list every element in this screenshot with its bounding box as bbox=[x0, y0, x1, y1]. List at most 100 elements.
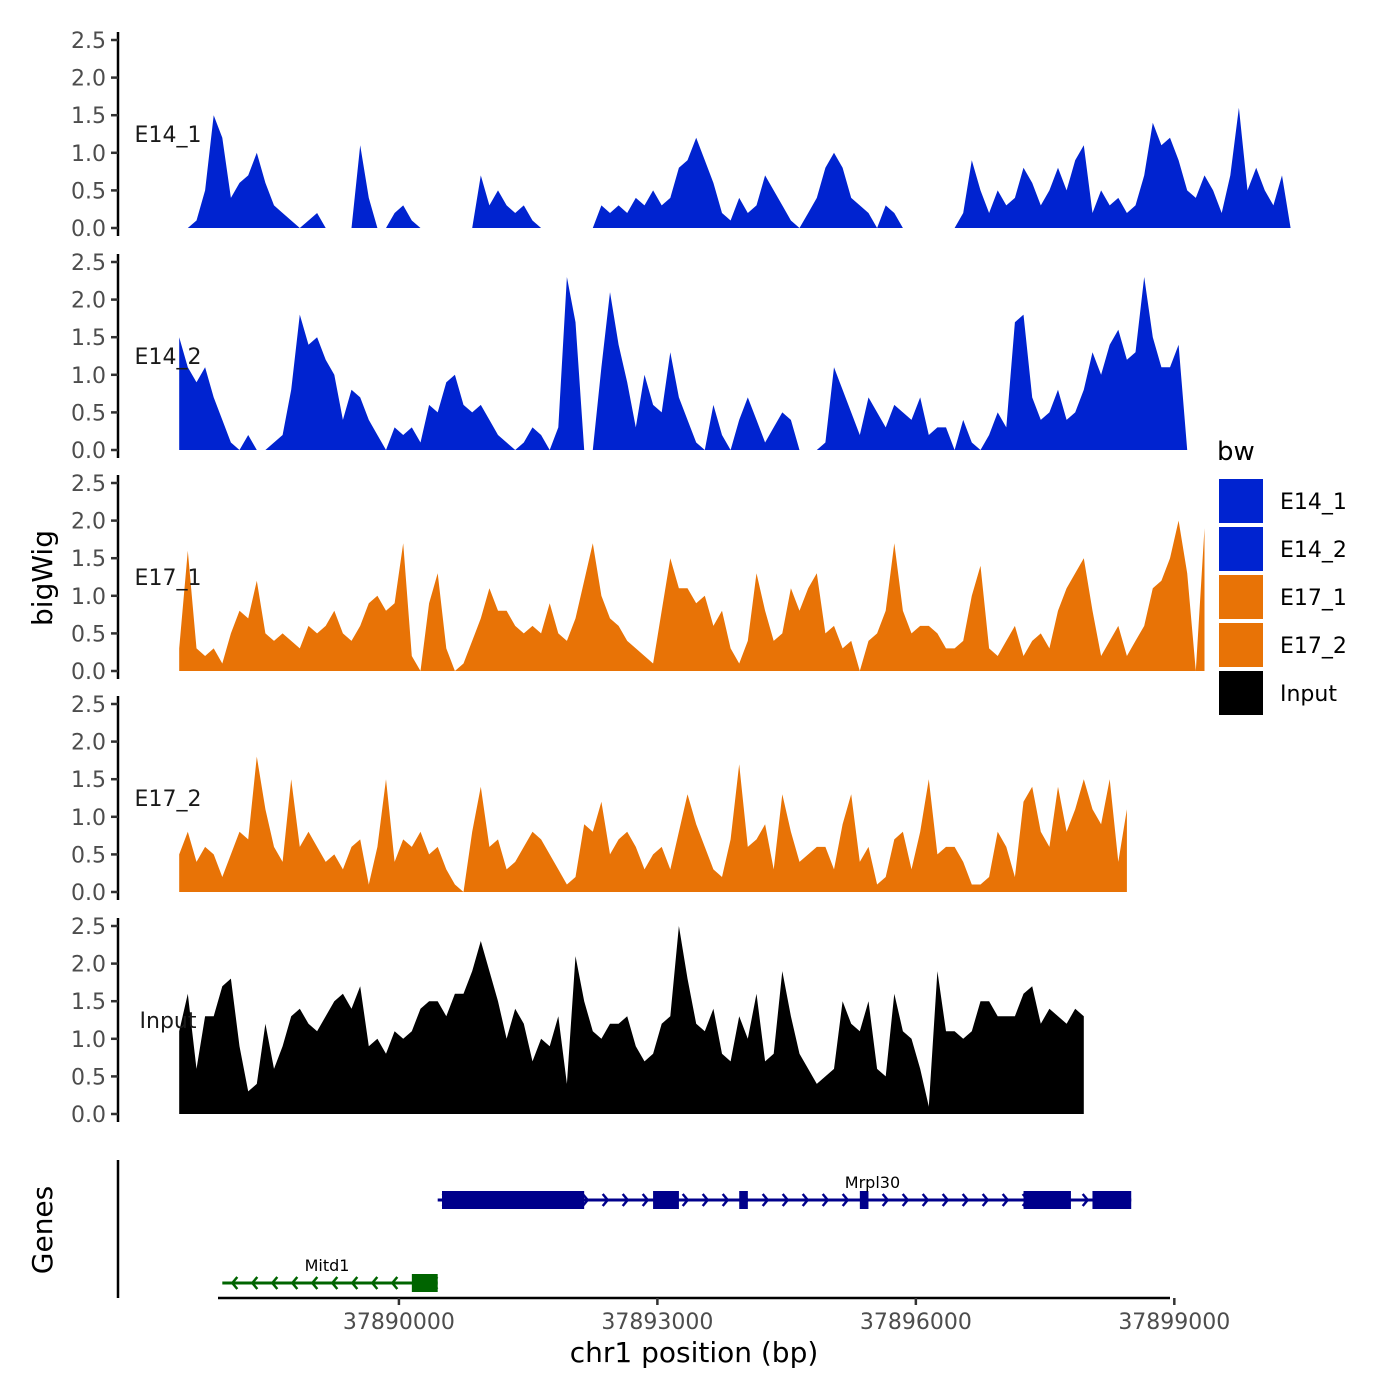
exon bbox=[653, 1191, 679, 1209]
legend-item-e17-2: E17_2 bbox=[1219, 623, 1347, 667]
y-tick-label: 2.5 bbox=[71, 251, 106, 276]
strand-arrow bbox=[901, 1193, 910, 1207]
strand-arrow bbox=[681, 1193, 690, 1207]
track-label: E14_1 bbox=[135, 123, 202, 148]
strand-arrow bbox=[821, 1193, 830, 1207]
gene-name: Mitd1 bbox=[305, 1256, 350, 1275]
y-tick-label: 0.0 bbox=[71, 217, 106, 242]
track-input: 0.0 0.5 1.0 1.5 2.0 2.5 Input bbox=[71, 915, 1084, 1128]
y-tick-label: 0.0 bbox=[71, 660, 106, 685]
legend-swatch bbox=[1219, 479, 1263, 523]
legend-swatch bbox=[1219, 527, 1263, 571]
exon bbox=[739, 1191, 748, 1209]
y-tick-label: 1.0 bbox=[71, 364, 106, 389]
x-tick-label: 37896000 bbox=[860, 1310, 972, 1335]
y-axis-title: bigWig bbox=[26, 530, 59, 626]
strand-arrow bbox=[230, 1276, 239, 1290]
y-tick-label: 1.0 bbox=[71, 1028, 106, 1053]
legend-item-e14-1: E14_1 bbox=[1219, 479, 1347, 523]
area-e14-1 bbox=[179, 107, 1291, 228]
y-tick-label: 0.5 bbox=[71, 401, 106, 426]
y-tick-label: 2.0 bbox=[71, 953, 106, 978]
y-tick-label: 0.5 bbox=[71, 179, 106, 204]
y-tick-label: 1.0 bbox=[71, 806, 106, 831]
x-axis: 37890000 37893000 37896000 37899000 bbox=[218, 1296, 1230, 1335]
track-e14-1: 0.0 0.5 1.0 1.5 2.0 2.5 E14_1 bbox=[71, 29, 1291, 242]
y-tick-label: 0.5 bbox=[71, 843, 106, 868]
strand-arrow bbox=[290, 1276, 299, 1290]
y-tick-label: 2.5 bbox=[71, 29, 106, 54]
strand-arrow bbox=[621, 1193, 630, 1207]
track-e14-2: 0.0 0.5 1.0 1.5 2.0 2.5 E14_2 bbox=[71, 251, 1188, 464]
strand-arrow bbox=[370, 1276, 379, 1290]
y-tick-label: 1.5 bbox=[71, 547, 106, 572]
legend-label: E17_1 bbox=[1280, 586, 1347, 611]
strand-arrow bbox=[601, 1193, 610, 1207]
strand-arrow bbox=[310, 1276, 319, 1290]
legend-label: E14_2 bbox=[1280, 538, 1347, 563]
track-label: E14_2 bbox=[135, 345, 202, 370]
y-tick-label: 2.0 bbox=[71, 67, 106, 92]
y-tick-label: 1.0 bbox=[71, 585, 106, 610]
strand-arrow bbox=[581, 1193, 590, 1207]
legend-swatch bbox=[1219, 575, 1263, 619]
exon bbox=[411, 1274, 438, 1292]
legend-label: Input bbox=[1280, 682, 1337, 707]
track-label: E17_1 bbox=[135, 566, 202, 591]
y-tick-label: 2.0 bbox=[71, 289, 106, 314]
legend-item-e17-1: E17_1 bbox=[1219, 575, 1347, 619]
y-tick-label: 1.0 bbox=[71, 142, 106, 167]
y-tick-label: 0.0 bbox=[71, 1103, 106, 1128]
legend: bw E14_1 E14_2 E17_1 E17_2 Input bbox=[1217, 437, 1347, 715]
y-tick-label: 1.5 bbox=[71, 326, 106, 351]
y-tick-label: 2.0 bbox=[71, 510, 106, 535]
strand-arrow bbox=[350, 1276, 359, 1290]
legend-item-input: Input bbox=[1219, 671, 1337, 715]
y-tick-label: 0.0 bbox=[71, 439, 106, 464]
y-tick-label: 1.5 bbox=[71, 990, 106, 1015]
x-tick-label: 37899000 bbox=[1118, 1310, 1230, 1335]
y-tick-label: 2.0 bbox=[71, 731, 106, 756]
legend-label: E14_1 bbox=[1280, 490, 1347, 515]
strand-arrow bbox=[270, 1276, 279, 1290]
strand-arrow bbox=[701, 1193, 710, 1207]
y-tick-label: 2.5 bbox=[71, 915, 106, 940]
y-tick-label: 1.5 bbox=[71, 104, 106, 129]
y-tick-label: 2.5 bbox=[71, 693, 106, 718]
exon bbox=[859, 1191, 869, 1209]
gene-mrpl30: Mrpl30 bbox=[437, 1173, 1132, 1209]
strand-arrow bbox=[761, 1193, 770, 1207]
strand-arrow bbox=[801, 1193, 810, 1207]
legend-swatch bbox=[1219, 623, 1263, 667]
strand-arrow bbox=[1001, 1193, 1010, 1207]
strand-arrow bbox=[641, 1193, 650, 1207]
x-tick-label: 37890000 bbox=[343, 1310, 455, 1335]
genes-axis-title: Genes bbox=[26, 1186, 59, 1274]
legend-title: bw bbox=[1217, 437, 1255, 467]
area-e17-1 bbox=[179, 520, 1205, 671]
strand-arrow bbox=[330, 1276, 339, 1290]
y-tick-label: 1.5 bbox=[71, 768, 106, 793]
strand-arrow bbox=[781, 1193, 790, 1207]
strand-arrow bbox=[921, 1193, 930, 1207]
track-e17-1: 0.0 0.5 1.0 1.5 2.0 2.5 E17_1 bbox=[71, 472, 1205, 685]
strand-arrow bbox=[941, 1193, 950, 1207]
area-e17-2 bbox=[179, 756, 1127, 892]
strand-arrow bbox=[390, 1276, 399, 1290]
y-tick-label: 0.5 bbox=[71, 622, 106, 647]
y-tick-label: 0.5 bbox=[71, 1065, 106, 1090]
legend-label: E17_2 bbox=[1280, 634, 1347, 659]
legend-swatch bbox=[1219, 671, 1263, 715]
track-e17-2: 0.0 0.5 1.0 1.5 2.0 2.5 E17_2 bbox=[71, 693, 1127, 906]
exon bbox=[1023, 1191, 1071, 1209]
strand-arrow bbox=[881, 1193, 890, 1207]
strand-arrow bbox=[250, 1276, 259, 1290]
y-tick-label: 0.0 bbox=[71, 881, 106, 906]
exon bbox=[1092, 1191, 1132, 1209]
strand-arrow bbox=[1081, 1193, 1090, 1207]
area-e14-2 bbox=[179, 277, 1188, 450]
x-tick-label: 37893000 bbox=[601, 1310, 713, 1335]
x-axis-title: chr1 position (bp) bbox=[570, 1336, 819, 1369]
y-tick-label: 2.5 bbox=[71, 472, 106, 497]
